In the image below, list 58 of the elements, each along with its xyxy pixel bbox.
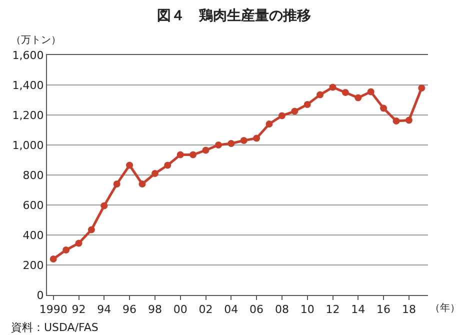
x-tick-label: 06: [250, 303, 264, 316]
point: [75, 240, 82, 247]
x-tick-label: 1990: [39, 303, 68, 316]
point: [418, 84, 426, 92]
x-tick-label: 10: [300, 303, 314, 316]
x-tick-label: 08: [274, 303, 289, 316]
x-tick-label: 98: [148, 303, 162, 316]
x-tick-label: 18: [402, 303, 416, 316]
x-tick-label: 00: [173, 303, 188, 316]
x-axis-title: （年）: [430, 302, 460, 314]
point: [367, 88, 374, 96]
point: [329, 84, 336, 91]
point: [126, 162, 134, 169]
y-tick-label: 1,600: [12, 48, 44, 62]
y-tick-label: 400: [22, 228, 44, 242]
point: [50, 256, 57, 262]
x-tick-label: 12: [326, 303, 340, 316]
y-axis-title: （万トン）: [11, 35, 61, 46]
point: [316, 91, 324, 98]
x-tick-label: 16: [376, 303, 391, 316]
point: [405, 116, 412, 124]
point: [380, 104, 388, 112]
point: [228, 140, 235, 147]
point: [62, 246, 70, 254]
y-tick-label: 600: [22, 198, 44, 212]
y-tick-label: 200: [22, 258, 44, 272]
x-tick-label: 02: [198, 303, 213, 316]
x-tick-label: 04: [224, 303, 238, 316]
x-tick-label: 94: [97, 303, 112, 316]
y-tick-label: 0: [36, 288, 44, 302]
point: [342, 89, 349, 96]
point: [113, 180, 120, 188]
point: [202, 146, 210, 154]
y-tick-label: 1,400: [12, 78, 44, 92]
point: [392, 118, 400, 124]
point: [176, 151, 184, 158]
point: [266, 120, 273, 128]
point: [354, 94, 362, 102]
point: [190, 151, 197, 158]
point: [138, 180, 146, 188]
point: [100, 202, 108, 210]
x-tick-label: 92: [72, 303, 86, 316]
point: [214, 142, 222, 148]
x-tick-label: 14: [351, 303, 366, 316]
point: [291, 108, 298, 115]
point: [253, 134, 260, 142]
y-tick-label: 1,200: [12, 108, 44, 122]
point: [278, 112, 286, 120]
x-tick-label: 96: [122, 303, 137, 316]
y-tick-label: 800: [22, 168, 44, 182]
point: [240, 137, 248, 144]
text: 資料：USDA/FAS: [11, 321, 98, 334]
point: [88, 226, 95, 234]
point: [164, 162, 172, 169]
y-tick-label: 1,000: [12, 138, 44, 152]
chart-title: 図４ 鶏肉生産量の推移: [157, 6, 311, 24]
point: [151, 170, 158, 177]
point: [304, 101, 311, 108]
